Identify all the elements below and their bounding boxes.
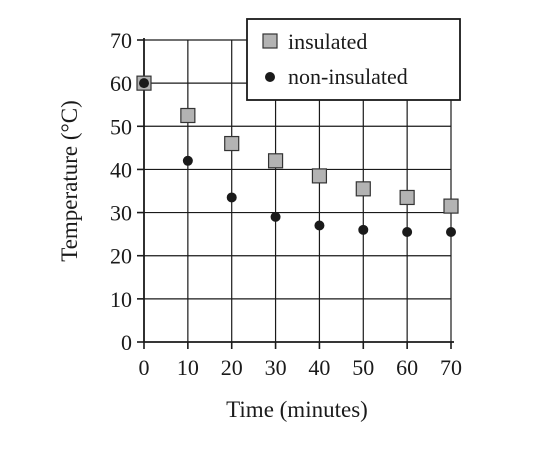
insulated-point	[399, 189, 415, 206]
insulated-point	[180, 107, 196, 124]
non-insulated-point	[314, 220, 325, 231]
legend-non-insulated-swatch	[265, 72, 275, 82]
x-tick-label: 20	[221, 355, 243, 380]
x-tick-label: 60	[396, 355, 418, 380]
insulated-point	[267, 153, 284, 169]
insulated-point	[355, 181, 371, 197]
y-tick-label: 20	[110, 244, 132, 269]
y-tick-label: 0	[121, 330, 132, 355]
legend-non-insulated-label: non-insulated	[288, 64, 408, 89]
y-axis-title: Temperature (°C)	[57, 100, 82, 261]
y-tick-label: 50	[110, 114, 132, 139]
x-tick-label: 70	[440, 355, 462, 380]
y-tick-label: 40	[110, 157, 132, 182]
x-axis-title: Time (minutes)	[226, 397, 368, 422]
non-insulated-point	[270, 211, 281, 222]
x-axis-ticks: 0 10 20 30 40 50 60 70	[139, 342, 462, 380]
x-tick-label: 30	[265, 355, 287, 380]
insulated-point	[311, 168, 328, 184]
non-insulated-point	[226, 192, 237, 203]
legend-box	[246, 18, 461, 101]
non-insulated-point	[446, 226, 456, 237]
insulated-point	[443, 198, 459, 214]
non-insulated-point	[139, 78, 149, 89]
y-tick-label: 60	[110, 71, 132, 96]
x-tick-label: 50	[352, 355, 374, 380]
y-axis-ticks: 0 10 20 30 40 50 60 70	[110, 28, 144, 355]
legend: insulated non-insulated	[246, 18, 461, 101]
legend-insulated-label: insulated	[288, 29, 367, 54]
non-insulated-point	[182, 155, 193, 166]
y-tick-label: 70	[110, 28, 132, 53]
x-tick-label: 0	[139, 355, 150, 380]
non-insulated-point	[402, 226, 413, 237]
data-points	[136, 75, 459, 237]
y-tick-label: 10	[110, 287, 132, 312]
x-tick-label: 40	[308, 355, 330, 380]
non-insulated-point	[358, 224, 369, 235]
x-tick-label: 10	[177, 355, 199, 380]
y-tick-label: 30	[110, 201, 132, 226]
legend-insulated-swatch	[262, 33, 278, 49]
insulated-point	[224, 135, 240, 152]
